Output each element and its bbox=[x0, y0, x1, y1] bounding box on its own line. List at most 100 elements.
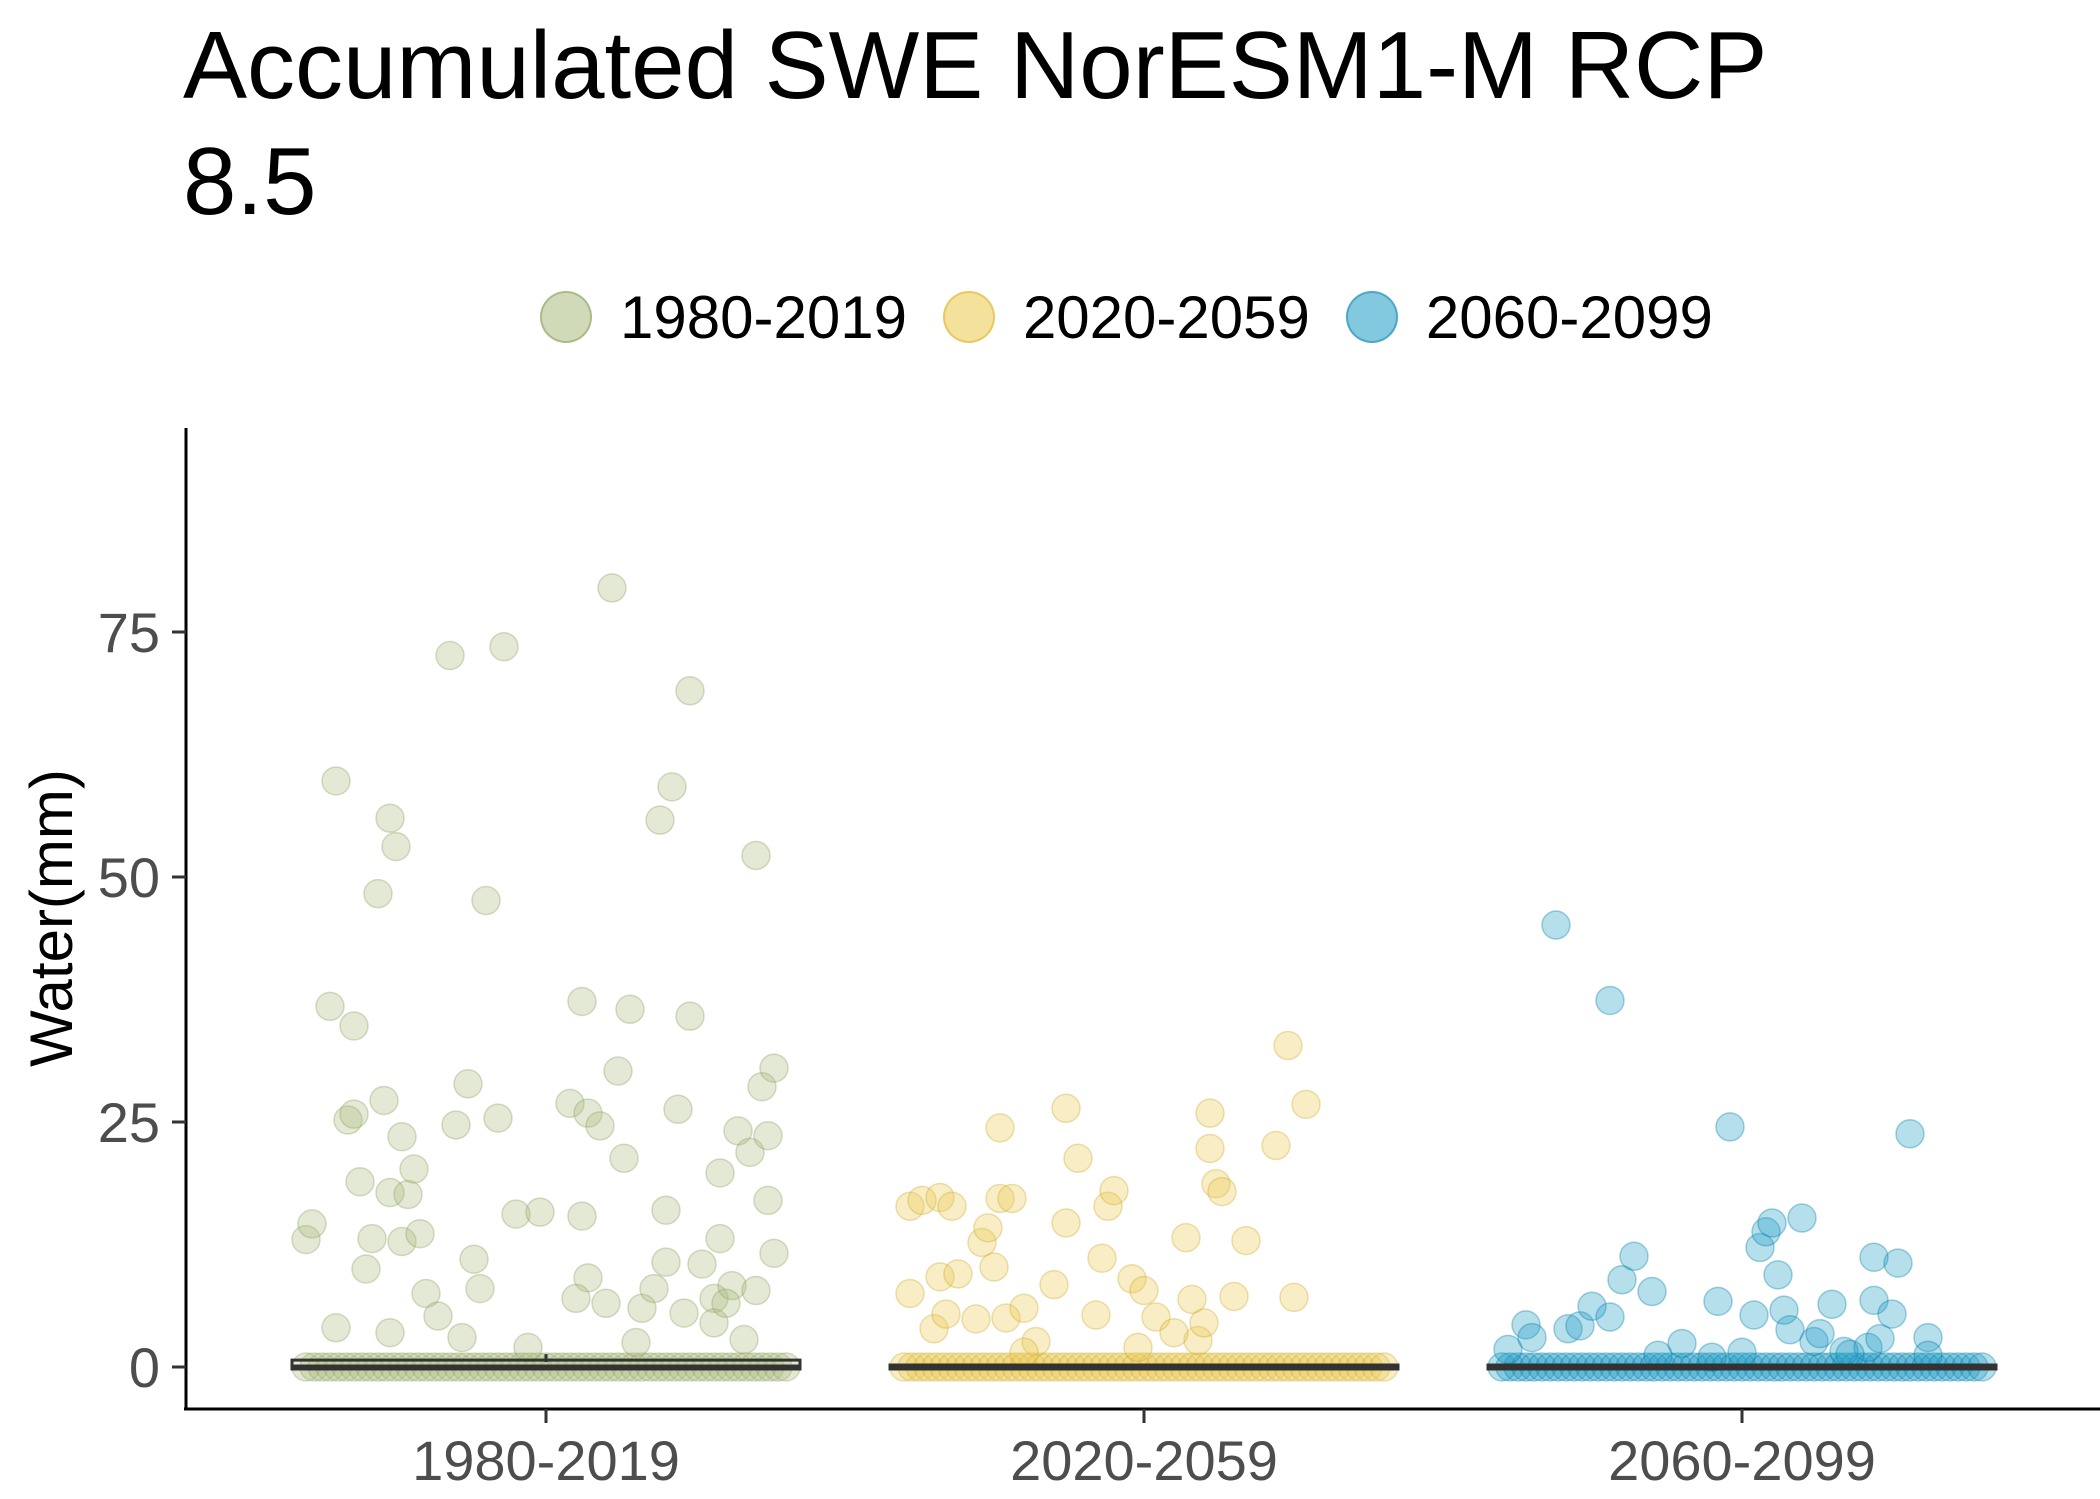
data-point bbox=[1727, 1337, 1757, 1368]
y-tick-label: 25 bbox=[98, 1091, 160, 1154]
data-point bbox=[741, 1275, 771, 1306]
data-point bbox=[1859, 1285, 1889, 1316]
data-point bbox=[345, 1167, 375, 1197]
data-point bbox=[1201, 1168, 1231, 1199]
data-point bbox=[729, 1324, 759, 1355]
data-point bbox=[937, 1191, 967, 1222]
data-point bbox=[997, 1183, 1027, 1214]
data-point bbox=[925, 1262, 955, 1292]
data-point bbox=[723, 1116, 753, 1146]
data-point bbox=[453, 1069, 483, 1099]
y-tick-label: 75 bbox=[98, 601, 160, 664]
data-point bbox=[711, 1288, 741, 1319]
data-point bbox=[973, 1213, 1003, 1243]
data-point bbox=[1123, 1332, 1153, 1363]
data-point bbox=[501, 1199, 531, 1229]
legend-item-2020-2059: 2020-2059 bbox=[942, 283, 1310, 352]
data-point bbox=[339, 1099, 369, 1129]
data-point bbox=[1231, 1225, 1261, 1256]
data-point bbox=[1129, 1275, 1159, 1306]
data-point bbox=[1219, 1281, 1249, 1312]
data-point bbox=[1273, 1030, 1303, 1061]
data-point bbox=[1171, 1222, 1201, 1253]
chart-title: Accumulated SWE NorESM1-M RCP 8.5 bbox=[183, 12, 1768, 235]
data-point bbox=[573, 1263, 603, 1293]
data-point bbox=[489, 631, 519, 662]
data-point bbox=[411, 1278, 441, 1309]
data-point bbox=[919, 1314, 949, 1344]
data-point bbox=[375, 803, 405, 833]
data-point bbox=[759, 1053, 789, 1083]
data-point bbox=[621, 1327, 651, 1358]
data-point bbox=[567, 986, 597, 1017]
data-point bbox=[561, 1283, 591, 1314]
data-point bbox=[387, 1226, 417, 1257]
data-point bbox=[369, 1085, 399, 1116]
data-point bbox=[931, 1299, 961, 1329]
data-point bbox=[759, 1238, 789, 1269]
data-point bbox=[357, 1223, 387, 1254]
data-point bbox=[907, 1185, 937, 1216]
data-point bbox=[1565, 1311, 1595, 1341]
data-point bbox=[1745, 1232, 1775, 1263]
data-point bbox=[1913, 1322, 1943, 1353]
legend-swatch-2060-2099 bbox=[1345, 291, 1398, 343]
data-point bbox=[435, 640, 465, 671]
legend-item-2060-2099: 2060-2099 bbox=[1345, 283, 1713, 352]
data-point bbox=[1553, 1314, 1583, 1344]
data-point bbox=[1757, 1208, 1787, 1238]
data-point bbox=[375, 1317, 405, 1348]
data-point bbox=[1087, 1243, 1117, 1273]
data-point bbox=[699, 1308, 729, 1338]
boxplot-layer bbox=[290, 1354, 1998, 1371]
data-point bbox=[1853, 1332, 1883, 1363]
data-point bbox=[597, 573, 627, 603]
data-point bbox=[705, 1158, 735, 1188]
data-point bbox=[1063, 1143, 1093, 1174]
legend-label-2020-2059: 2020-2059 bbox=[1022, 283, 1310, 351]
y-tick-label: 0 bbox=[129, 1336, 160, 1399]
data-point bbox=[573, 1098, 603, 1128]
data-point bbox=[1577, 1291, 1607, 1321]
data-point bbox=[717, 1270, 747, 1301]
legend-label-2060-2099: 2060-2099 bbox=[1425, 283, 1713, 351]
data-point bbox=[585, 1111, 615, 1141]
data-point bbox=[895, 1278, 925, 1309]
legend-swatch-2020-2059 bbox=[942, 291, 995, 343]
data-point bbox=[639, 1273, 669, 1304]
data-point bbox=[961, 1304, 991, 1334]
x-tick-label: 2060-2099 bbox=[1608, 1429, 1876, 1492]
data-point bbox=[1859, 1242, 1889, 1272]
data-point bbox=[1877, 1299, 1907, 1329]
data-point bbox=[1883, 1248, 1913, 1278]
data-point bbox=[471, 885, 501, 916]
data-point bbox=[351, 1254, 381, 1284]
data-point bbox=[1021, 1326, 1051, 1357]
data-point bbox=[1207, 1176, 1237, 1207]
data-point bbox=[1595, 985, 1625, 1016]
data-point bbox=[321, 1313, 351, 1343]
data-point bbox=[1051, 1208, 1081, 1238]
x-ticks: 1980-2019 2020-2059 2060-2099 bbox=[412, 1409, 1876, 1492]
data-point bbox=[555, 1088, 585, 1119]
data-point bbox=[669, 1298, 699, 1328]
data-point bbox=[1751, 1217, 1781, 1247]
data-point bbox=[651, 1247, 681, 1277]
data-point bbox=[1619, 1241, 1649, 1272]
data-point bbox=[447, 1322, 477, 1353]
legend-item-1980-2019: 1980-2019 bbox=[540, 283, 907, 352]
data-point bbox=[741, 840, 771, 871]
data-point bbox=[1805, 1318, 1835, 1349]
data-point bbox=[1141, 1302, 1171, 1332]
data-point bbox=[1279, 1282, 1309, 1313]
legend-label-1980-2019: 1980-2019 bbox=[620, 283, 907, 351]
data-point bbox=[1195, 1098, 1225, 1128]
data-point bbox=[333, 1105, 363, 1135]
data-point bbox=[943, 1259, 973, 1289]
data-point bbox=[1595, 1302, 1625, 1332]
y-tick-label: 50 bbox=[98, 846, 160, 909]
data-point bbox=[1769, 1295, 1799, 1325]
data-point bbox=[1261, 1130, 1291, 1161]
data-point bbox=[699, 1283, 729, 1314]
